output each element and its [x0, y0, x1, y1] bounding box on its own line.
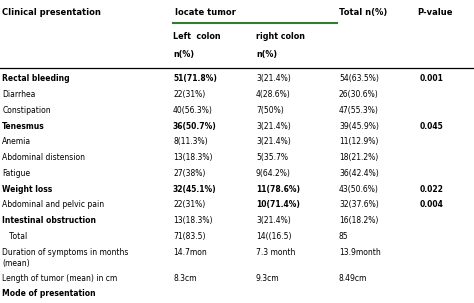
Text: 9(64.2%): 9(64.2%): [256, 169, 291, 178]
Text: 9.3cm: 9.3cm: [256, 274, 280, 283]
Text: Abdominal distension: Abdominal distension: [2, 153, 85, 162]
Text: Left  colon: Left colon: [173, 32, 220, 41]
Text: Fatigue: Fatigue: [2, 169, 30, 178]
Text: Diarrhea: Diarrhea: [2, 90, 36, 99]
Text: 0.004: 0.004: [419, 200, 443, 209]
Text: 32(45.1%): 32(45.1%): [173, 185, 217, 194]
Text: 4(28.6%): 4(28.6%): [256, 90, 291, 99]
Text: Duration of symptoms in months
(mean): Duration of symptoms in months (mean): [2, 248, 129, 268]
Text: 40(56.3%): 40(56.3%): [173, 106, 213, 115]
Text: 8(11.3%): 8(11.3%): [173, 137, 208, 146]
Text: 32(37.6%): 32(37.6%): [339, 200, 379, 209]
Text: 27(38%): 27(38%): [173, 169, 205, 178]
Text: 36(42.4%): 36(42.4%): [339, 169, 379, 178]
Text: Intestinal obstruction: Intestinal obstruction: [2, 216, 96, 225]
Text: Length of tumor (mean) in cm: Length of tumor (mean) in cm: [2, 274, 118, 283]
Text: 8.3cm: 8.3cm: [173, 274, 197, 283]
Text: 36(50.7%): 36(50.7%): [173, 122, 217, 131]
Text: 14.7mon: 14.7mon: [173, 248, 207, 257]
Text: 5(35.7%: 5(35.7%: [256, 153, 288, 162]
Text: Anemia: Anemia: [2, 137, 31, 146]
Text: 13.9month: 13.9month: [339, 248, 381, 257]
Text: 51(71.8%): 51(71.8%): [173, 74, 217, 83]
Text: right colon: right colon: [256, 32, 305, 41]
Text: 13(18.3%): 13(18.3%): [173, 153, 212, 162]
Text: Weight loss: Weight loss: [2, 185, 53, 194]
Text: P-value: P-value: [417, 8, 453, 17]
Text: Abdominal and pelvic pain: Abdominal and pelvic pain: [2, 200, 104, 209]
Text: 22(31%): 22(31%): [173, 90, 205, 99]
Text: 13(18.3%): 13(18.3%): [173, 216, 212, 225]
Text: 54(63.5%): 54(63.5%): [339, 74, 379, 83]
Text: 47(55.3%): 47(55.3%): [339, 106, 379, 115]
Text: 3(21.4%): 3(21.4%): [256, 216, 291, 225]
Text: locate tumor: locate tumor: [175, 8, 236, 17]
Text: 7.3 month: 7.3 month: [256, 248, 295, 257]
Text: Tenesmus: Tenesmus: [2, 122, 45, 131]
Text: 18(21.2%): 18(21.2%): [339, 153, 378, 162]
Text: 14((16.5): 14((16.5): [256, 232, 292, 241]
Text: Constipation: Constipation: [2, 106, 51, 115]
Text: 71(83.5): 71(83.5): [173, 232, 206, 241]
Text: 85: 85: [339, 232, 348, 241]
Text: 7(50%): 7(50%): [256, 106, 284, 115]
Text: 11(78.6%): 11(78.6%): [256, 185, 300, 194]
Text: 0.001: 0.001: [419, 74, 443, 83]
Text: 16(18.2%): 16(18.2%): [339, 216, 378, 225]
Text: 0.022: 0.022: [419, 185, 443, 194]
Text: Rectal bleeding: Rectal bleeding: [2, 74, 70, 83]
Text: 10(71.4%): 10(71.4%): [256, 200, 300, 209]
Text: Total n(%): Total n(%): [339, 8, 387, 17]
Text: 26(30.6%): 26(30.6%): [339, 90, 379, 99]
Text: 8.49cm: 8.49cm: [339, 274, 367, 283]
Text: Mode of presentation: Mode of presentation: [2, 289, 96, 298]
Text: 43(50.6%): 43(50.6%): [339, 185, 379, 194]
Text: Total: Total: [2, 232, 27, 241]
Text: 22(31%): 22(31%): [173, 200, 205, 209]
Text: 0.045: 0.045: [419, 122, 443, 131]
Text: 39(45.9%): 39(45.9%): [339, 122, 379, 131]
Text: n(%): n(%): [256, 50, 277, 59]
Text: n(%): n(%): [173, 50, 194, 59]
Text: Clinical presentation: Clinical presentation: [2, 8, 101, 17]
Text: 3(21.4%): 3(21.4%): [256, 74, 291, 83]
Text: 3(21.4%): 3(21.4%): [256, 137, 291, 146]
Text: 11(12.9%): 11(12.9%): [339, 137, 378, 146]
Text: 3(21.4%): 3(21.4%): [256, 122, 291, 131]
